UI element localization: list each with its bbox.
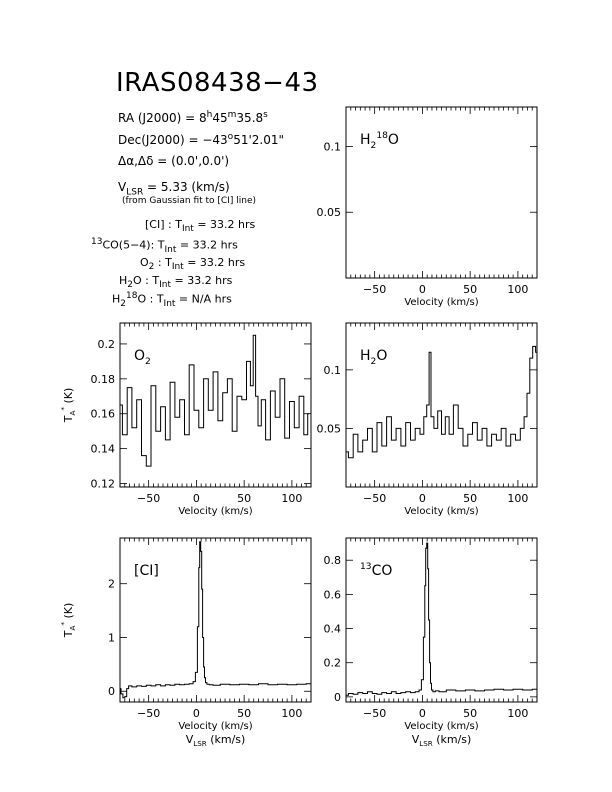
ci-ytick-label: 2 <box>108 578 115 591</box>
ci-ytick-label: 0 <box>108 685 115 698</box>
13co-ytick-label: 0 <box>334 691 341 704</box>
h2o-spectrum-line <box>346 345 537 459</box>
ci-xlabel2: VLSR (km/s) <box>186 733 246 748</box>
h2o-ytick-label: 0.1 <box>324 364 342 377</box>
ci-ytick-label: 1 <box>108 631 115 644</box>
o2-xtick-label: −50 <box>137 492 160 505</box>
o2-frame <box>119 322 312 488</box>
o2-ytick-label: 0.2 <box>98 338 116 351</box>
13co-xtick-label: −50 <box>363 707 386 720</box>
line-o2: O2 : TInt = 33.2 hrs <box>140 256 246 273</box>
ci-xtick-label: −50 <box>137 707 160 720</box>
ci-xtick-label: 100 <box>281 707 302 720</box>
offset-label: Δα,Δδ = (0.0',0.0') <box>118 154 230 168</box>
h2o-frame <box>345 322 538 488</box>
o2-ytick-label: 0.16 <box>91 408 116 421</box>
vlsr-note: (from Gaussian fit to [CI] line) <box>122 196 256 206</box>
ra-label: RA (J2000) = 8h45m35.8s <box>118 110 268 125</box>
o2-xtick-label: 50 <box>237 492 251 505</box>
line-h218o: H218O : TInt = N/A hrs <box>112 291 232 309</box>
o2-spectrum-line <box>120 334 310 467</box>
o2-xlabel: Velocity (km/s) <box>178 506 252 517</box>
13co-ytick-label: 0.6 <box>324 588 342 601</box>
h2o-panel-label: H2O <box>360 348 387 367</box>
h218o-xtick-label: 50 <box>463 283 477 296</box>
13co-xlabel: Velocity (km/s) <box>404 721 478 732</box>
ci-xtick-label: 50 <box>237 707 251 720</box>
13co-ytick-label: 0.2 <box>324 657 342 670</box>
ci-xtick-label: 0 <box>193 707 200 720</box>
ci-xlabel: Velocity (km/s) <box>178 721 252 732</box>
h2o-xlabel: Velocity (km/s) <box>404 506 478 517</box>
ci-spectrum-line <box>120 541 311 699</box>
page-title: IRAS08438−43 <box>116 68 319 98</box>
13co-xtick-label: 0 <box>419 707 426 720</box>
h2o-xtick-label: 100 <box>507 492 528 505</box>
h218o-ytick-label: 0.05 <box>317 206 342 219</box>
h2o-xtick-label: 0 <box>419 492 426 505</box>
h218o-ytick-label: 0.1 <box>324 140 342 153</box>
h218o-xtick-label: 0 <box>419 283 426 296</box>
h218o-frame <box>345 106 538 279</box>
ci-panel-label: [CI] <box>134 563 159 579</box>
13co-ytick-label: 0.4 <box>324 623 342 636</box>
dec-label: Dec(J2000) = −43o51'2.01" <box>118 132 284 147</box>
h2o-ytick-label: 0.05 <box>317 422 342 435</box>
h218o-panel-label: H218O <box>360 131 399 151</box>
o2-ytick-label: 0.14 <box>91 443 116 456</box>
13co-xlabel2: VLSR (km/s) <box>412 733 472 748</box>
h218o-xtick-label: 100 <box>507 283 528 296</box>
h2o-xtick-label: 50 <box>463 492 477 505</box>
13co-xtick-label: 100 <box>507 707 528 720</box>
h218o-xtick-label: −50 <box>363 283 386 296</box>
line-ci: [CI] : TInt = 33.2 hrs <box>145 218 256 235</box>
o2-xtick-label: 100 <box>281 492 302 505</box>
13co-spectrum-line <box>346 542 537 696</box>
13co-panel-label: 13CO <box>360 562 392 579</box>
h218o-xlabel: Velocity (km/s) <box>404 297 478 308</box>
13co-ytick-label: 0.8 <box>324 554 342 567</box>
o2-ytick-label: 0.12 <box>91 478 116 491</box>
o2-ylabel: TA* (K) <box>59 388 77 424</box>
o2-panel-label: O2 <box>134 348 151 367</box>
line-13co: 13CO(5−4): TInt = 33.2 hrs <box>91 237 238 255</box>
o2-ytick-label: 0.18 <box>91 373 116 386</box>
13co-xtick-label: 50 <box>463 707 477 720</box>
ci-ylabel: TA* (K) <box>59 603 77 639</box>
h2o-xtick-label: −50 <box>363 492 386 505</box>
line-h2o: H2O : TInt = 33.2 hrs <box>119 274 233 291</box>
vlsr-label: VLSR = 5.33 (km/s) <box>118 180 230 198</box>
o2-xtick-label: 0 <box>193 492 200 505</box>
